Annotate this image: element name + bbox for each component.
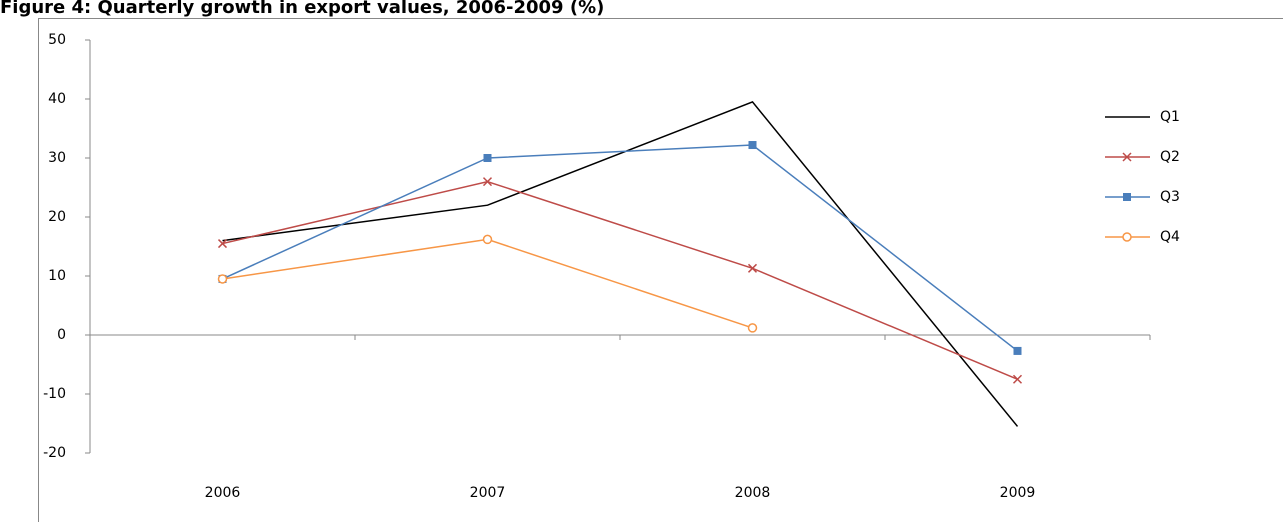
legend-marker [1122,152,1132,162]
x-tick-label: 2009 [1000,485,1036,501]
x-tick-label: 2008 [735,485,771,501]
chart-title: Figure 4: Quarterly growth in export val… [0,0,604,18]
y-tick-label: 50 [48,32,66,48]
marker [747,323,758,333]
x-tick-label: 2006 [205,485,241,501]
marker [482,234,493,245]
marker [748,141,757,150]
y-tick-label: -20 [43,445,66,461]
legend-marker [1123,193,1131,201]
marker [747,263,758,273]
marker [483,154,492,162]
marker [1012,374,1023,384]
legend-label: Q3 [1160,189,1180,205]
y-tick-label: -10 [43,386,66,402]
marker [1013,346,1022,355]
marker [482,177,493,187]
y-tick-label: 20 [48,209,66,225]
series-line [222,144,1018,352]
marker [217,274,228,284]
series-line [222,180,1018,380]
x-tick-label: 2007 [470,485,506,501]
series-line [222,101,1019,427]
legend-label: Q1 [1160,109,1180,125]
y-tick-label: 10 [48,268,66,284]
legend-label: Q4 [1160,229,1180,245]
series-line [222,238,753,329]
legend-label: Q2 [1160,149,1180,165]
y-tick-label: 0 [57,327,66,343]
chart-frame [38,18,1283,522]
y-tick-label: 40 [48,91,66,107]
y-tick-label: 30 [48,150,66,166]
marker [217,239,228,249]
legend-marker [1122,232,1132,242]
